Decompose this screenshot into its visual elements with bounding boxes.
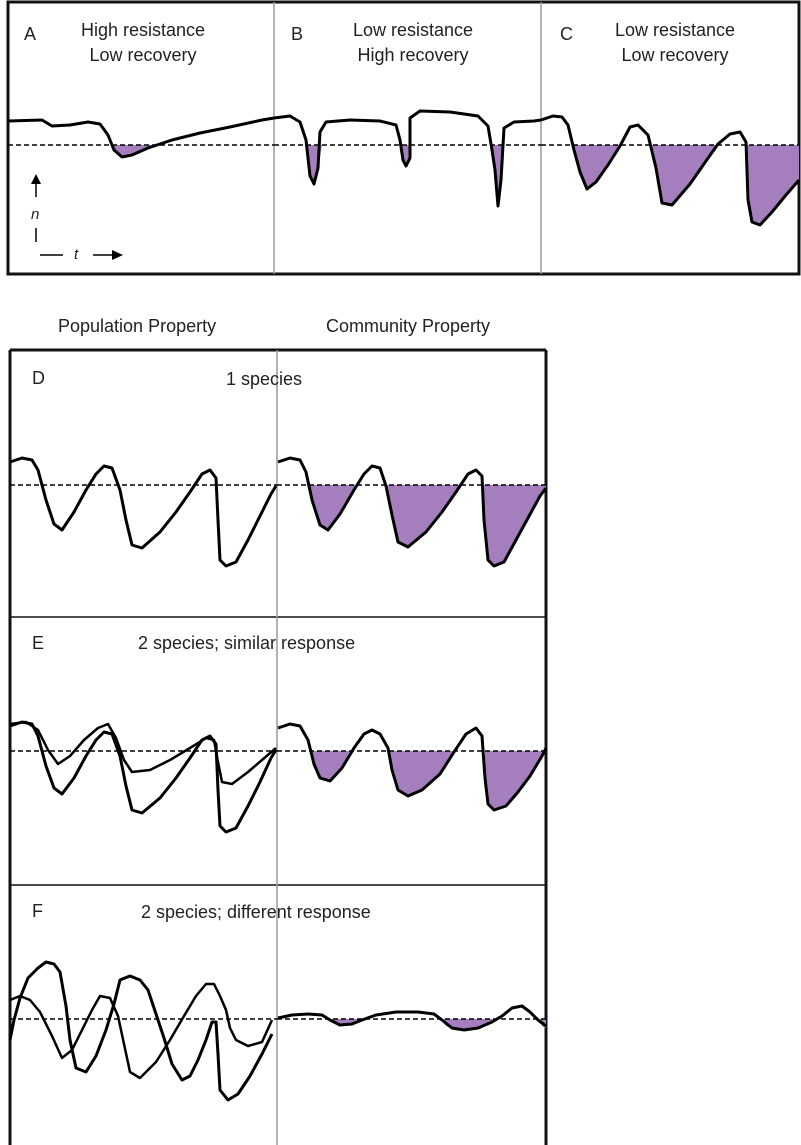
panel-b-letter: B — [291, 24, 304, 44]
panel-b-title: Low resistance High recovery — [328, 18, 498, 68]
panel-c-line — [540, 114, 801, 227]
top-panel-frame — [6, 0, 801, 276]
panel-b-title-line-2: High recovery — [357, 45, 469, 65]
panel-d-population-line — [9, 456, 278, 568]
panel-c-title-line-2: Low recovery — [621, 45, 729, 65]
panel-b-line — [273, 109, 542, 208]
column-header-community: Community Property — [326, 316, 491, 336]
panel-a-title: High resistance Low recovery — [58, 18, 228, 68]
panel-c-title: Low resistance Low recovery — [590, 18, 760, 68]
panel-a-title-line-2: Low recovery — [89, 45, 197, 65]
x-axis-label: t — [74, 246, 79, 263]
panel-f-letter: F — [32, 901, 43, 921]
y-axis-label: n — [31, 206, 40, 223]
panel-e-title: 2 species; similar response — [138, 633, 356, 653]
panel-d-community-fill-2 — [386, 485, 462, 547]
panel-e-community-fill-1 — [310, 751, 350, 781]
panel-e-community-fill-2 — [390, 751, 454, 796]
panel-c-fill-3 — [746, 145, 799, 225]
panel-e-community-line — [277, 722, 548, 812]
panel-c-fill-1 — [573, 145, 620, 188]
panel-a-line — [7, 116, 275, 159]
panel-b-title-line-1: Low resistance — [352, 20, 474, 40]
panel-d-community-line — [277, 456, 548, 568]
panel-f-title: 2 species; different response — [141, 902, 371, 922]
panel-e-letter: E — [32, 633, 45, 653]
column-header-population: Population Property — [58, 316, 217, 336]
arrow-up-icon — [31, 174, 41, 184]
panel-c-fill-2 — [650, 145, 718, 204]
panel-c-letter: C — [560, 24, 573, 44]
panel-e-community-fill-3 — [485, 751, 546, 810]
panel-a-title-line-1: High resistance — [80, 20, 206, 40]
arrow-right-icon — [112, 250, 123, 260]
panel-f-community-line — [277, 1004, 547, 1032]
panel-a-letter: A — [24, 24, 37, 44]
panel-e-species-2-line — [9, 720, 277, 786]
panel-d-title: 1 species — [226, 369, 303, 389]
panel-d-community-fill-3 — [484, 485, 546, 566]
panel-e-species-1-line — [9, 720, 278, 834]
panel-f-species-1-line — [8, 960, 274, 1102]
panel-d-letter: D — [32, 368, 45, 388]
panel-c-title-line-1: Low resistance — [614, 20, 736, 40]
panel-f-species-2-line — [9, 982, 274, 1080]
